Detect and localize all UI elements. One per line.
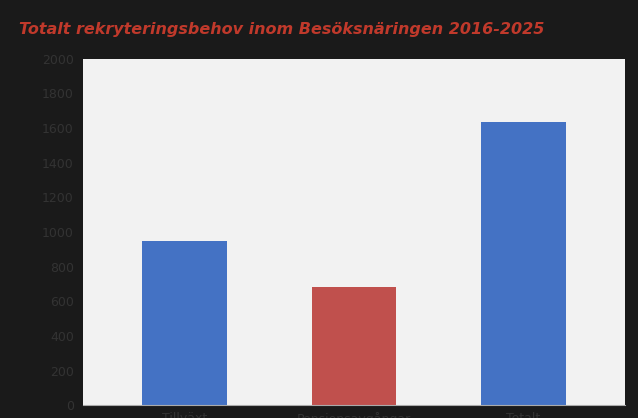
Bar	[142, 241, 227, 405]
Bar	[312, 287, 396, 405]
Bar	[481, 122, 566, 405]
Text: Totalt rekryteringsbehov inom Besöksnäringen 2016-2025: Totalt rekryteringsbehov inom Besöksnäri…	[19, 23, 544, 37]
